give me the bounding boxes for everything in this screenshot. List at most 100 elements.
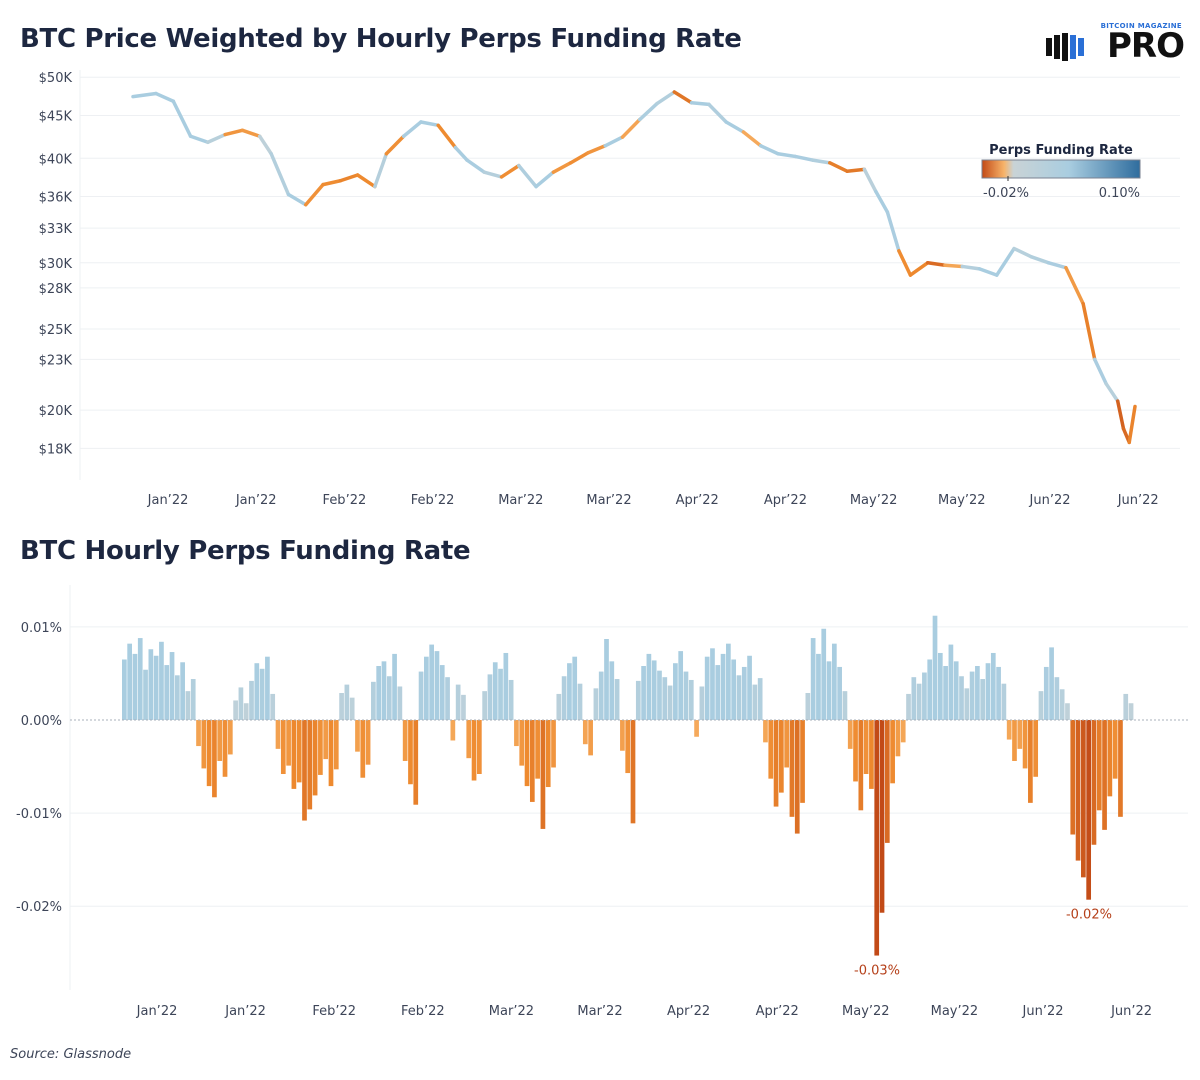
funding-bar: [514, 720, 519, 747]
brand-big-text: PRO: [1106, 26, 1185, 66]
funding-bar: [307, 720, 313, 810]
legend-min-label: -0.02%: [983, 186, 1029, 201]
funding-bar: [667, 685, 673, 720]
funding-bar: [641, 666, 646, 720]
funding-bar: [1107, 720, 1113, 797]
funding-bar: [593, 688, 599, 720]
funding-x-tick-label: May’22: [842, 1004, 890, 1019]
funding-annotation-label: -0.02%: [1066, 908, 1112, 923]
price-line-segment: [384, 134, 406, 156]
price-line-segment: [188, 134, 210, 145]
funding-bar: [206, 720, 212, 787]
funding-bar: [360, 720, 366, 778]
price-line-segment: [1012, 246, 1034, 259]
funding-bar: [969, 671, 975, 720]
funding-bar: [625, 720, 631, 774]
funding-annotation-label: -0.03%: [854, 964, 900, 979]
funding-bar: [810, 638, 816, 720]
legend-max-label: 0.10%: [1099, 186, 1140, 201]
funding-bar: [922, 672, 927, 720]
funding-bar: [704, 656, 710, 720]
price-line-segment: [862, 167, 878, 194]
price-x-tick-label: Jun’22: [1117, 493, 1159, 508]
price-line-segment: [620, 117, 642, 139]
funding-bar: [620, 720, 625, 751]
funding-bar: [265, 656, 270, 720]
funding-bar: [503, 652, 509, 720]
funding-bar: [1086, 720, 1092, 900]
funding-bar: [386, 676, 392, 720]
funding-bar: [174, 675, 180, 720]
funding-bar: [217, 720, 223, 761]
funding-bar: [127, 643, 132, 720]
funding-bar: [826, 661, 832, 720]
price-y-tick-label: $45K: [39, 109, 73, 124]
funding-bar: [413, 720, 419, 805]
price-line-segment: [845, 167, 867, 173]
funding-bar: [222, 720, 228, 777]
price-line-segment: [776, 152, 797, 159]
funding-x-tick-label: Feb’22: [312, 1004, 356, 1019]
funding-x-tick-label: Feb’22: [401, 1004, 445, 1019]
funding-y-tick-label: -0.01%: [16, 807, 62, 822]
price-line-segment: [453, 145, 469, 162]
funding-bar: [1043, 666, 1049, 720]
funding-bar: [164, 665, 170, 720]
price-line-segment: [724, 120, 746, 134]
price-line-segment: [436, 123, 458, 150]
price-line-segment: [885, 210, 901, 253]
funding-bar: [588, 720, 593, 756]
funding-x-tick-label: Jun’22: [1110, 1004, 1152, 1019]
funding-bar: [784, 720, 790, 768]
funding-bar: [529, 720, 535, 802]
price-x-tick-label: Jun’22: [1029, 493, 1071, 508]
price-line-segment: [1064, 265, 1085, 306]
funding-x-tick-label: Apr’22: [667, 1004, 710, 1019]
price-line-segment: [338, 173, 360, 183]
funding-bar: [1012, 720, 1017, 761]
funding-bar: [906, 693, 911, 720]
funding-bar: [720, 653, 726, 720]
funding-bar: [842, 691, 848, 720]
funding-bar: [1118, 720, 1123, 817]
funding-bar: [932, 615, 938, 720]
funding-bar: [1075, 720, 1081, 861]
funding-rate-chart: 0.01% 0.00% -0.01% -0.02% Jan’22 Jan’22 Feb’22…: [16, 585, 1188, 1019]
funding-bar: [715, 665, 721, 720]
price-line-segment: [551, 161, 573, 174]
funding-bar: [333, 720, 339, 770]
funding-bar: [1001, 683, 1007, 720]
funding-bar: [143, 669, 148, 720]
funding-bar: [302, 720, 307, 821]
price-line-segment: [269, 152, 291, 197]
funding-bar: [853, 720, 858, 782]
funding-bar: [159, 641, 164, 720]
funding-bar: [148, 649, 154, 720]
funding-bar: [1054, 677, 1060, 720]
funding-rate-legend: Perps Funding Rate -0.02% 0.10%: [981, 143, 1141, 201]
price-x-tick-label: Mar’22: [498, 493, 543, 508]
price-line-segment: [1046, 261, 1068, 270]
funding-bar: [980, 679, 986, 720]
funding-bar: [259, 668, 265, 720]
funding-bar: [572, 656, 578, 720]
funding-bar: [471, 720, 477, 781]
funding-chart-title: BTC Hourly Perps Funding Rate: [20, 536, 471, 566]
funding-bar: [137, 638, 143, 720]
funding-bar: [312, 720, 318, 796]
funding-bar: [895, 720, 901, 757]
funding-bar: [254, 663, 260, 720]
funding-bar: [736, 675, 742, 720]
funding-bar: [402, 720, 408, 761]
funding-bar: [937, 652, 943, 720]
funding-x-tick-label: Jan’22: [224, 1004, 266, 1019]
funding-bar: [747, 655, 752, 720]
funding-bar: [482, 691, 487, 720]
price-line-segment: [925, 261, 947, 267]
price-line-segment: [131, 91, 158, 99]
funding-bar: [598, 671, 604, 720]
bars-logo-icon: [1046, 33, 1084, 61]
funding-bar: [476, 720, 482, 774]
price-line-segment: [517, 163, 538, 189]
funding-bar: [535, 720, 540, 779]
